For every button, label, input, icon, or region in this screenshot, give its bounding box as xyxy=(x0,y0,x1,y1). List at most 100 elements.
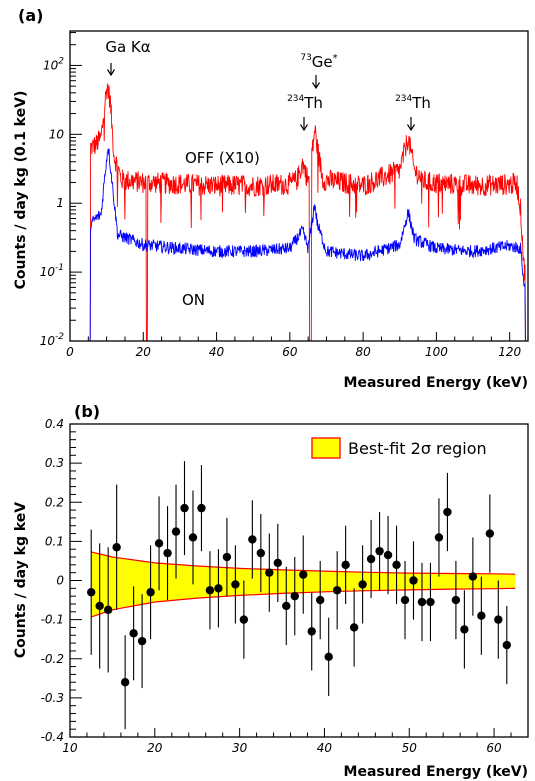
data-marker xyxy=(409,576,418,585)
panel-b-x-tick-label: 30 xyxy=(232,741,248,755)
data-marker xyxy=(265,568,274,577)
panel-b-y-tick-label: 0 xyxy=(56,574,64,588)
panel-a-y-axis-title: Counts / day kg (0.1 keV) xyxy=(13,91,29,290)
data-point xyxy=(146,545,155,640)
data-point xyxy=(366,519,376,599)
data-point xyxy=(460,590,469,669)
panel-b-x-tick-label: 40 xyxy=(317,741,333,755)
data-point xyxy=(120,635,130,730)
data-marker xyxy=(112,543,121,552)
panel-b-y-tick-label: 0.2 xyxy=(45,495,64,509)
data-marker xyxy=(120,678,130,687)
data-marker xyxy=(383,550,393,560)
data-point xyxy=(375,512,384,591)
legend-swatch xyxy=(311,437,341,459)
panel-b-label: (b) xyxy=(74,402,100,421)
data-point xyxy=(392,525,401,604)
data-point xyxy=(248,500,257,579)
panel-a-x-tick-label: 20 xyxy=(136,345,152,359)
spectrum-on-line xyxy=(89,148,526,342)
data-point xyxy=(383,515,393,595)
panel-b-y-tick-label: 0.3 xyxy=(45,456,64,470)
panel-b-y-tick-label: 0.4 xyxy=(45,417,64,431)
data-point xyxy=(502,605,511,685)
data-marker xyxy=(324,652,333,661)
data-marker xyxy=(282,601,291,611)
ga-arrow-icon xyxy=(106,63,116,77)
panel-b-frame xyxy=(69,423,529,738)
panel-b: (b) 10 20 30 40 50 60 -0.4 -0.3 -0.2 -0.1 0 0.1 0.2 0… xyxy=(13,402,529,780)
data-marker xyxy=(239,615,249,624)
panel-b-y-axis-title: Counts / day kg keV xyxy=(13,502,29,658)
data-point xyxy=(188,490,198,585)
data-point xyxy=(222,517,232,597)
data-point xyxy=(324,617,333,696)
data-marker xyxy=(494,615,503,624)
panel-b-y-tick-label: 0.1 xyxy=(45,534,64,548)
data-point xyxy=(477,576,486,655)
data-point xyxy=(299,535,308,614)
data-point xyxy=(87,529,96,655)
th234-left-arrow-icon xyxy=(299,117,309,132)
panel-a-y-tick-label: 1 xyxy=(56,196,64,210)
data-point xyxy=(163,506,172,601)
data-marker xyxy=(349,623,359,632)
panel-a-curves xyxy=(89,83,526,342)
data-point xyxy=(180,461,189,556)
data-point xyxy=(239,580,249,659)
data-point xyxy=(349,588,359,667)
data-marker xyxy=(485,529,495,538)
data-point xyxy=(231,545,240,624)
panel-b-x-tick-label: 60 xyxy=(486,741,502,755)
panel-a-frame xyxy=(69,30,529,342)
data-point xyxy=(154,496,164,591)
panel-b-x-tick-label: 20 xyxy=(147,741,163,755)
panel-a-label: (a) xyxy=(18,6,43,25)
data-marker xyxy=(103,605,113,615)
th234-right-arrow-icon xyxy=(406,117,416,132)
data-point xyxy=(485,494,495,573)
th234-left-label: 234Th xyxy=(287,94,323,112)
data-marker xyxy=(231,580,240,589)
panel-b-x-tick-label: 10 xyxy=(62,741,78,755)
data-marker xyxy=(502,640,511,650)
data-marker xyxy=(154,539,164,548)
data-marker xyxy=(375,546,384,556)
data-marker xyxy=(443,507,452,517)
panel-a-x-tick-label: 80 xyxy=(355,345,371,359)
data-marker xyxy=(129,629,138,638)
data-marker xyxy=(400,595,410,605)
data-marker xyxy=(87,588,96,597)
data-point xyxy=(332,551,342,630)
panel-b-x-tick-label: 50 xyxy=(402,741,418,755)
data-marker xyxy=(417,597,427,607)
data-point xyxy=(197,465,206,552)
data-marker xyxy=(273,558,282,568)
ge73-arrow-icon xyxy=(311,75,321,90)
data-point xyxy=(265,533,274,612)
panel-b-y-tick-label: -0.2 xyxy=(41,652,64,666)
panel-a-x-tick-label: 0 xyxy=(66,345,74,359)
data-point xyxy=(443,472,452,552)
data-point xyxy=(103,547,113,673)
data-marker xyxy=(307,627,316,636)
data-marker xyxy=(205,586,215,595)
data-point xyxy=(282,566,291,646)
panel-b-y-tick-label: -0.3 xyxy=(41,691,64,705)
data-marker xyxy=(137,636,147,646)
data-marker xyxy=(214,584,223,593)
panel-a-y-tick-label: 10-2 xyxy=(40,332,65,348)
data-point xyxy=(214,549,223,628)
off-series-label: OFF (X10) xyxy=(185,149,260,167)
data-marker xyxy=(366,554,376,564)
data-point xyxy=(451,560,461,640)
panel-a-x-tick-label: 100 xyxy=(425,345,448,359)
data-marker xyxy=(290,591,299,601)
data-marker xyxy=(341,560,350,570)
panel-b-x-axis-title: Measured Energy (keV) xyxy=(344,764,528,780)
data-marker xyxy=(180,503,189,513)
data-marker xyxy=(299,570,308,579)
data-marker xyxy=(248,535,257,544)
data-point xyxy=(468,537,478,616)
